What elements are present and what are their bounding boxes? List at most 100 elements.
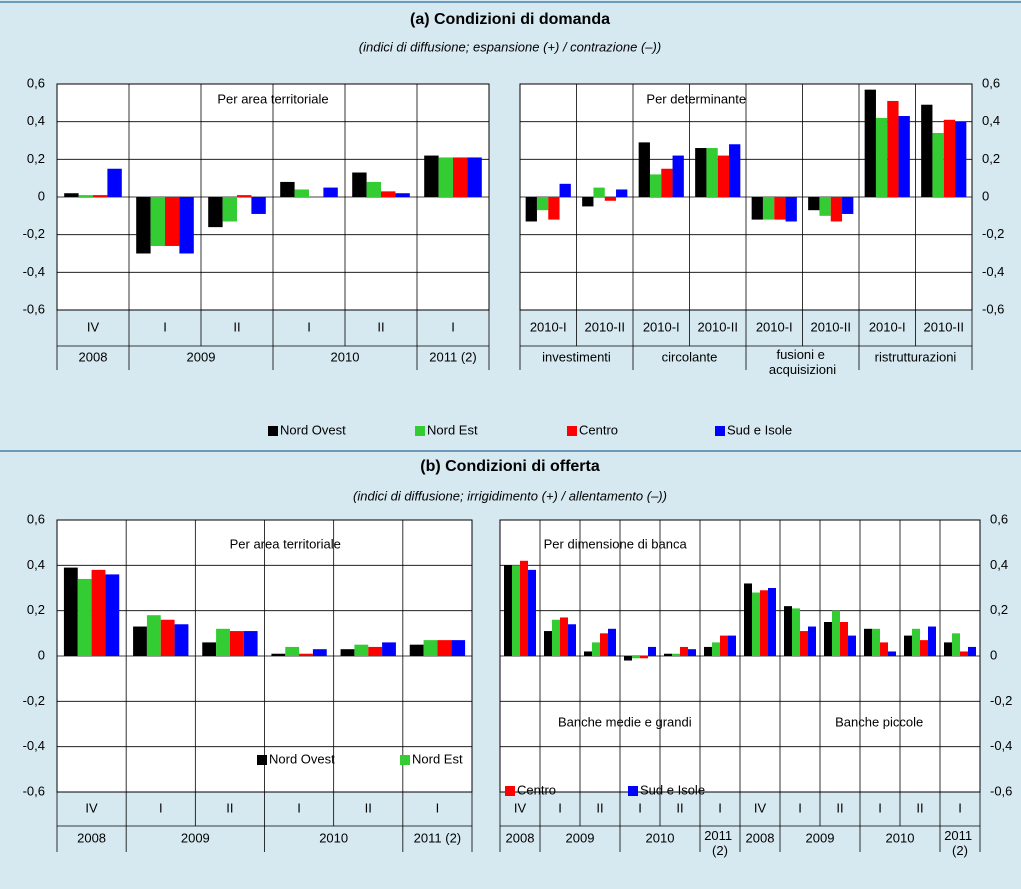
legend-swatch — [268, 426, 278, 436]
bar — [582, 197, 594, 207]
x-tick-label: 2010-I — [643, 319, 680, 334]
bar — [680, 646, 688, 656]
y-tick-label: -0,2 — [982, 226, 1004, 241]
y-tick-label: 0,6 — [982, 75, 1000, 90]
bar — [592, 642, 600, 656]
x-tick-label: I — [798, 800, 802, 815]
bar — [160, 619, 175, 656]
bar — [808, 197, 820, 211]
x-group-label: 2008 — [746, 830, 775, 845]
bar — [760, 590, 768, 656]
bar — [944, 642, 952, 656]
bar — [381, 191, 396, 197]
y-tick-label: -0,6 — [982, 301, 1004, 316]
bar — [751, 197, 763, 220]
bar — [706, 148, 718, 197]
annotation: Per dimensione di banca — [544, 536, 688, 551]
bar — [64, 193, 79, 197]
bar — [107, 168, 122, 197]
bar — [467, 157, 482, 197]
y-tick-label: -0,2 — [23, 693, 45, 708]
x-group-label: 2011 (2) — [414, 830, 461, 845]
bar — [616, 189, 628, 197]
x-tick-label: II — [916, 800, 923, 815]
bar — [864, 89, 876, 197]
bar — [604, 197, 617, 201]
bar — [880, 642, 888, 656]
bar — [552, 619, 560, 656]
bar — [688, 649, 696, 656]
x-group-label: 2011 (2) — [944, 828, 976, 858]
bar — [904, 635, 912, 656]
bar — [105, 574, 120, 656]
bar — [93, 195, 108, 197]
y-tick-label: 0,6 — [27, 511, 45, 526]
bar — [544, 631, 552, 656]
x-group-label: 2008 — [79, 349, 108, 364]
bar — [888, 651, 896, 656]
x-tick-label: II — [836, 800, 843, 815]
x-group-label: 2010 — [886, 830, 915, 845]
bar — [785, 197, 797, 222]
bar — [664, 653, 672, 656]
bar — [729, 144, 741, 197]
bar — [912, 628, 920, 656]
bar — [920, 640, 928, 656]
bar — [423, 640, 438, 656]
x-group-label: 2011 (2) — [429, 349, 476, 364]
x-tick-label: II — [596, 800, 603, 815]
bar — [368, 646, 383, 656]
y-tick-label: 0,2 — [982, 151, 1000, 166]
bar — [744, 583, 752, 656]
bar — [340, 649, 355, 656]
bar — [824, 622, 832, 656]
x-tick-label: IV — [514, 800, 527, 815]
bar — [955, 121, 967, 197]
bar — [832, 610, 840, 656]
bar — [548, 197, 560, 220]
bar — [243, 631, 258, 656]
bar — [424, 155, 439, 197]
x-tick-label: II — [676, 800, 683, 815]
x-tick-label: IV — [85, 800, 98, 815]
bar — [952, 633, 960, 656]
x-group-label: investimenti — [542, 349, 611, 364]
x-group-label: 2008 — [506, 830, 535, 845]
legend-swatch — [715, 426, 725, 436]
bar — [672, 155, 684, 197]
bar — [819, 197, 831, 216]
bar — [133, 626, 147, 656]
bar — [872, 628, 880, 656]
bar — [932, 132, 944, 197]
x-tick-label: 2010-II — [811, 319, 851, 334]
x-group-label: 2010 — [646, 830, 675, 845]
bar — [451, 640, 466, 656]
bar — [174, 624, 189, 656]
bar — [323, 187, 338, 197]
y-tick-label: 0,4 — [982, 113, 1000, 128]
y-tick-label: -0,4 — [23, 738, 45, 753]
y-tick-label: 0 — [982, 188, 989, 203]
bar — [808, 626, 816, 656]
bar — [768, 588, 776, 656]
annotation: Per area territoriale — [230, 536, 341, 551]
y-tick-label: -0,2 — [23, 226, 45, 241]
y-tick-label: 0,4 — [990, 557, 1008, 572]
bar — [728, 635, 736, 656]
bar — [312, 649, 327, 656]
bar — [528, 569, 536, 656]
bar — [624, 656, 632, 661]
x-tick-label: I — [307, 319, 311, 334]
legend-label: Nord Ovest — [269, 751, 335, 766]
bar — [649, 174, 662, 197]
bar — [91, 569, 106, 656]
section-subtitle: (indici di diffusione; espansione (+) / … — [359, 39, 661, 54]
bar — [237, 195, 252, 197]
x-tick-label: IV — [754, 800, 767, 815]
bar — [774, 197, 786, 220]
y-tick-label: 0 — [38, 647, 45, 662]
y-tick-label: -0,4 — [982, 264, 1004, 279]
x-tick-label: II — [226, 800, 233, 815]
bar — [560, 617, 568, 656]
x-tick-label: II — [365, 800, 372, 815]
